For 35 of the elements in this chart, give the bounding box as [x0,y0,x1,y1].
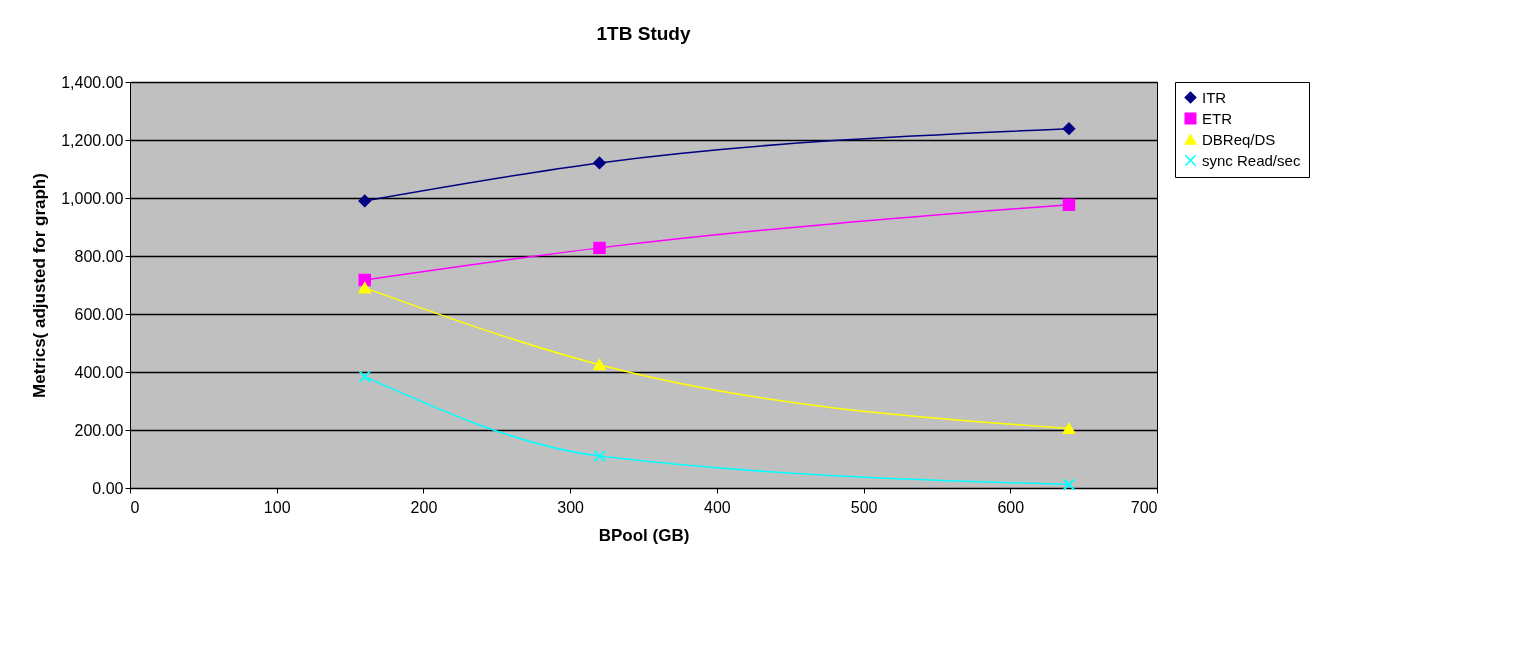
y-tick-label: 400.00 [74,363,124,381]
point [1062,198,1076,211]
point [1062,122,1076,135]
x-tick-label: 600 [997,498,1025,516]
y-tick-label: 600.00 [74,305,124,323]
point [358,282,371,294]
legend-label: ITR [1202,88,1227,106]
y-axis-title: Metrics( adjusted for graph) [30,173,50,398]
legend-label: DBReq/DS [1202,130,1276,148]
y-tick-label: 800.00 [74,247,124,265]
point [1062,423,1076,435]
x-tick-label: 300 [557,498,585,516]
legend-label: ETR [1202,109,1233,127]
x-tick-label: 100 [263,498,291,516]
point [1062,478,1076,491]
chart-title: 1TB Study [596,23,691,44]
x-tick-label: 0 [130,498,140,516]
x-tick-label: 700 [1130,498,1158,516]
x-axis-title: BPool (GB) [598,525,690,545]
x-tick-label: 400 [704,498,731,516]
point [593,359,606,371]
y-tick-label: 1,200.00 [61,131,124,149]
x-tick-label: 200 [410,498,438,516]
point [358,273,371,287]
point [593,156,606,170]
x-tick-label: 500 [850,498,878,516]
y-tick-label: 200.00 [74,421,124,439]
legend-label: sync Read/sec [1202,151,1301,169]
point [358,370,371,383]
y-tick-label: 1,000.00 [61,189,124,207]
point [593,449,606,463]
point [593,241,606,255]
y-tick-label: 0.00 [92,479,124,497]
point [358,194,371,208]
y-tick-label: 1,400.00 [61,73,124,91]
